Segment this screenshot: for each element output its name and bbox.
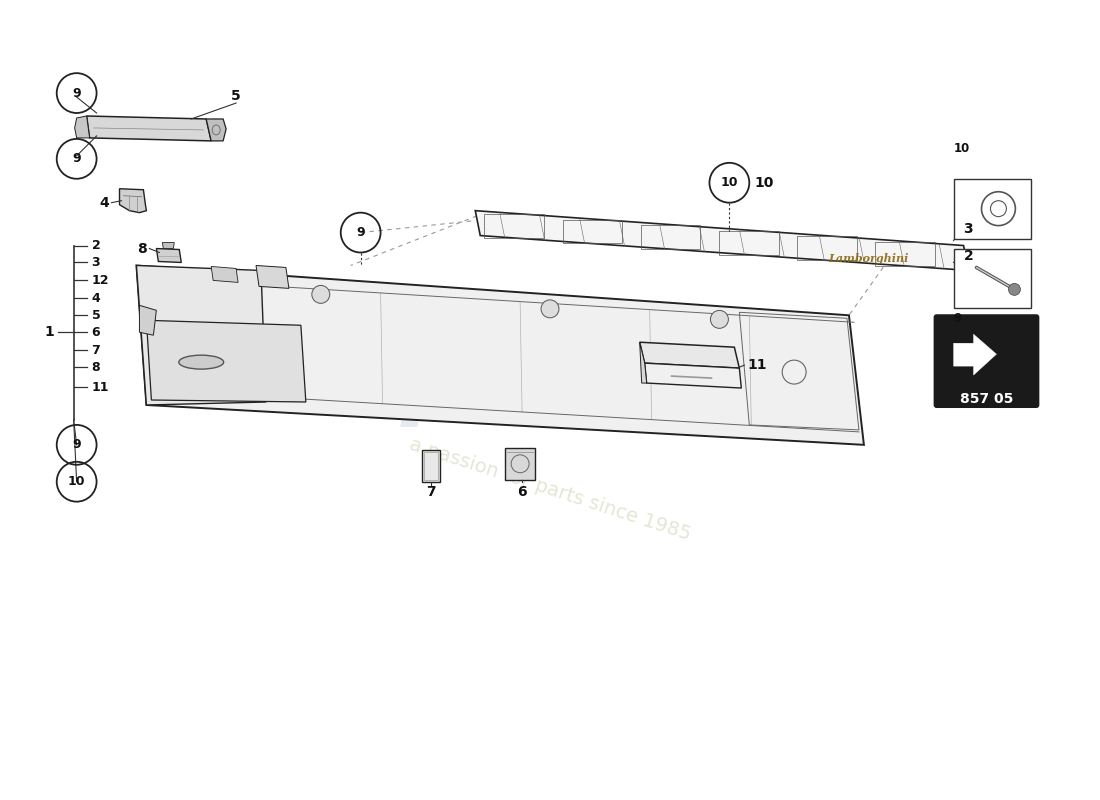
Polygon shape [475, 210, 968, 270]
Text: 1: 1 [44, 326, 54, 339]
Text: 2: 2 [964, 249, 974, 262]
Text: 11: 11 [91, 381, 109, 394]
Text: europarts: europarts [152, 334, 690, 426]
FancyBboxPatch shape [954, 249, 1032, 308]
Text: 11: 11 [747, 358, 767, 372]
Circle shape [541, 300, 559, 318]
Circle shape [311, 286, 330, 303]
Text: 6: 6 [517, 485, 527, 498]
Text: 9: 9 [954, 312, 961, 325]
Polygon shape [120, 189, 146, 213]
Circle shape [1009, 283, 1021, 295]
Polygon shape [211, 266, 238, 282]
Text: 9: 9 [73, 438, 81, 451]
Circle shape [711, 310, 728, 328]
Text: 5: 5 [231, 89, 241, 103]
Text: 10: 10 [68, 475, 86, 488]
Polygon shape [206, 119, 227, 141]
Polygon shape [256, 266, 289, 288]
Text: 9: 9 [73, 152, 81, 166]
Text: 857 05: 857 05 [960, 392, 1013, 406]
Text: 9: 9 [73, 86, 81, 99]
Polygon shape [640, 342, 647, 383]
Text: 4: 4 [100, 196, 110, 210]
Text: 3: 3 [91, 256, 100, 269]
Polygon shape [136, 266, 864, 445]
Text: 5: 5 [91, 309, 100, 322]
Text: 8: 8 [136, 242, 146, 255]
Text: 7: 7 [91, 344, 100, 357]
Text: 12: 12 [91, 274, 109, 287]
Polygon shape [75, 116, 89, 138]
Text: 2: 2 [91, 239, 100, 252]
Text: 10: 10 [954, 142, 970, 155]
Text: 9: 9 [356, 226, 365, 239]
Polygon shape [505, 448, 535, 480]
FancyBboxPatch shape [954, 178, 1032, 238]
Ellipse shape [179, 355, 223, 369]
Text: 10: 10 [720, 176, 738, 190]
Polygon shape [422, 450, 440, 482]
Polygon shape [645, 363, 741, 388]
Polygon shape [954, 334, 997, 375]
Polygon shape [136, 266, 266, 405]
Polygon shape [156, 249, 182, 262]
Polygon shape [163, 242, 174, 249]
FancyBboxPatch shape [935, 315, 1038, 407]
Polygon shape [640, 342, 739, 368]
Text: 6: 6 [91, 326, 100, 338]
Text: 10: 10 [755, 176, 773, 190]
Text: 3: 3 [964, 222, 974, 235]
Polygon shape [87, 116, 211, 141]
Text: 8: 8 [91, 361, 100, 374]
Text: 7: 7 [427, 485, 437, 498]
Text: Lamborghini: Lamborghini [828, 253, 909, 264]
Polygon shape [146, 320, 306, 402]
Text: 4: 4 [91, 292, 100, 305]
Polygon shape [140, 306, 156, 335]
Text: a passion for parts since 1985: a passion for parts since 1985 [407, 435, 693, 544]
